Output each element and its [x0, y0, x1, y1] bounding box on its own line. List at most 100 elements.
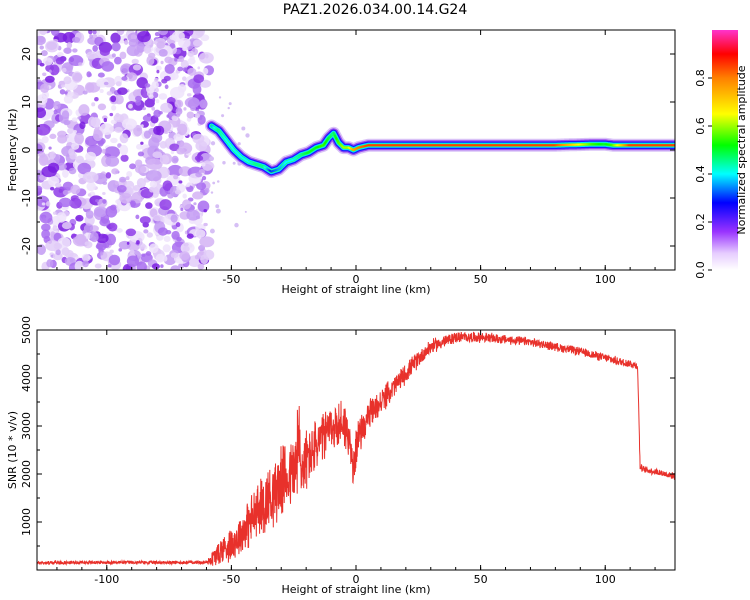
noise-blob — [63, 76, 72, 85]
noise-blob — [111, 42, 121, 52]
noise-blob — [151, 191, 159, 198]
noise-speck — [234, 222, 239, 228]
chart-title: PAZ1.2026.034.00.14.G24 — [283, 2, 468, 18]
spectrogram-ytick-label: -10 — [20, 189, 33, 207]
noise-speck — [215, 204, 220, 209]
noise-speck — [245, 133, 250, 138]
noise-speck — [212, 181, 216, 185]
noise-blob — [164, 84, 169, 90]
noise-blob — [72, 130, 77, 134]
noise-speck — [210, 141, 216, 146]
noise-blob — [155, 65, 162, 71]
noise-blob — [129, 249, 135, 255]
noise-blob — [177, 108, 182, 112]
noise-blob — [82, 229, 88, 234]
noise-blob — [103, 81, 109, 86]
noise-blob — [125, 228, 137, 237]
spectrogram-ytick-label: -20 — [20, 237, 33, 255]
noise-blob — [99, 88, 104, 94]
noise-blob — [119, 176, 127, 183]
spectral-ridge — [205, 119, 675, 179]
noise-blob — [89, 231, 99, 243]
noise-blob — [53, 109, 58, 115]
noise-blob — [119, 133, 129, 144]
noise-blob — [67, 91, 74, 98]
noise-blob — [178, 55, 185, 63]
noise-blob — [52, 252, 63, 261]
noise-blob — [39, 30, 48, 36]
noise-blob — [171, 115, 177, 121]
noise-blob — [115, 81, 122, 87]
noise-blob — [59, 89, 66, 95]
noise-speck — [227, 106, 230, 110]
noise-blob — [143, 229, 149, 234]
noise-blob — [193, 202, 197, 206]
noise-blob — [63, 119, 71, 126]
noise-blob — [180, 207, 184, 212]
spectrogram-ytick-label: 20 — [20, 47, 33, 61]
noise-blob — [79, 121, 86, 130]
noise-blob — [153, 40, 157, 45]
noise-blob — [89, 34, 93, 39]
noise-blob — [54, 182, 62, 188]
noise-blob — [116, 185, 127, 193]
noise-blob — [135, 214, 140, 220]
noise-blob — [103, 117, 108, 123]
noise-blob — [153, 109, 161, 118]
snr-y-ticks: 1000 2000 3000 4000 5000 — [20, 316, 675, 547]
spectrogram-xtick-label: 50 — [474, 273, 488, 286]
noise-blob — [174, 99, 184, 109]
noise-speck — [218, 96, 222, 99]
spectrogram-xtick-label: 0 — [353, 273, 360, 286]
noise-blob — [95, 243, 104, 250]
noise-blob — [137, 151, 145, 157]
snr-ytick-label: 1000 — [20, 508, 33, 536]
noise-blob — [164, 63, 175, 74]
noise-blob — [196, 182, 207, 191]
noise-blob — [60, 84, 65, 88]
noise-blob — [149, 180, 158, 188]
noise-blob — [185, 184, 190, 188]
noise-blob — [121, 118, 137, 130]
noise-blob — [101, 148, 106, 154]
noise-blob — [142, 107, 147, 111]
noise-blob — [111, 53, 116, 58]
noise-blob — [55, 249, 61, 256]
noise-blob — [203, 222, 208, 227]
noise-blob — [48, 146, 52, 150]
snr-xtick-label: 0 — [353, 573, 360, 586]
noise-blob — [155, 99, 160, 104]
noise-blob — [126, 170, 133, 178]
noise-blob — [136, 143, 143, 150]
noise-blob — [78, 62, 83, 66]
noise-blobs — [37, 30, 251, 270]
noise-blob — [39, 62, 45, 67]
noise-speck — [241, 126, 246, 131]
noise-blob — [181, 199, 192, 210]
snr-ytick-label: 3000 — [20, 412, 33, 440]
noise-blob — [169, 143, 180, 152]
noise-blob — [85, 210, 94, 219]
noise-blob — [69, 197, 82, 209]
noise-blob — [182, 46, 188, 52]
noise-blob — [109, 112, 114, 117]
noise-blob — [45, 112, 51, 117]
noise-blob — [187, 50, 195, 57]
noise-blob — [203, 209, 208, 213]
noise-blob — [201, 162, 206, 167]
snr-ytick-label: 4000 — [20, 364, 33, 392]
noise-blob — [111, 168, 119, 175]
noise-blob — [105, 172, 112, 179]
noise-blob — [58, 197, 72, 208]
noise-blob — [109, 249, 114, 254]
noise-blob — [194, 155, 204, 162]
noise-blob — [170, 150, 175, 155]
noise-blob — [197, 66, 201, 70]
noise-blob — [126, 255, 139, 267]
noise-blob — [136, 177, 147, 188]
noise-blob — [99, 47, 111, 56]
noise-blob — [174, 189, 182, 195]
noise-blob — [75, 155, 84, 164]
noise-speck — [244, 210, 247, 213]
